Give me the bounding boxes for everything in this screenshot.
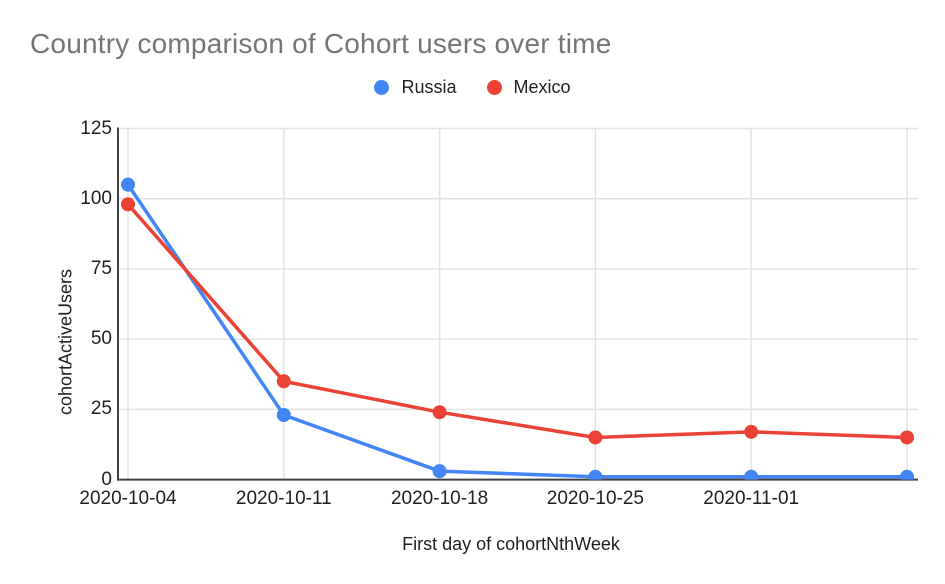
data-point-mexico[interactable] xyxy=(588,430,603,445)
data-point-russia[interactable] xyxy=(121,177,135,192)
data-point-russia[interactable] xyxy=(744,469,759,484)
legend: Russia Mexico xyxy=(0,77,945,98)
x-tick-label: 2020-10-18 xyxy=(390,488,489,509)
legend-label: Russia xyxy=(401,77,457,97)
y-tick-label: 0 xyxy=(101,468,112,490)
x-tick-label: 2020-11-01 xyxy=(703,488,800,509)
x-tick-label: 2020-10-11 xyxy=(235,488,332,509)
y-tick-label: 125 xyxy=(80,117,112,139)
chart-title: Country comparison of Cohort users over … xyxy=(30,28,612,59)
data-point-russia[interactable] xyxy=(588,469,603,484)
legend-label: Mexico xyxy=(513,77,571,97)
legend-item-russia[interactable]: Russia xyxy=(374,77,457,98)
data-point-mexico[interactable] xyxy=(900,430,914,445)
legend-swatch-icon xyxy=(374,80,390,95)
legend-item-mexico[interactable]: Mexico xyxy=(486,77,571,98)
data-point-russia[interactable] xyxy=(900,469,914,484)
series-russia xyxy=(121,177,914,484)
data-point-mexico[interactable] xyxy=(276,374,291,389)
y-tick-label: 25 xyxy=(90,398,112,420)
y-tick-label: 100 xyxy=(80,187,112,209)
x-tick-label: 2020-10-04 xyxy=(79,488,177,509)
x-tick-label: 2020-10-25 xyxy=(546,488,644,509)
data-point-russia[interactable] xyxy=(276,407,291,422)
data-point-mexico[interactable] xyxy=(744,424,759,439)
data-point-russia[interactable] xyxy=(432,464,447,479)
y-tick-label: 50 xyxy=(90,328,112,350)
data-point-mexico[interactable] xyxy=(432,405,447,420)
legend-swatch-icon xyxy=(486,80,502,95)
series-mexico xyxy=(121,197,914,445)
x-axis-title: First day of cohortNthWeek xyxy=(402,534,620,554)
y-tick-label: 75 xyxy=(90,257,112,279)
data-point-mexico[interactable] xyxy=(121,197,135,212)
